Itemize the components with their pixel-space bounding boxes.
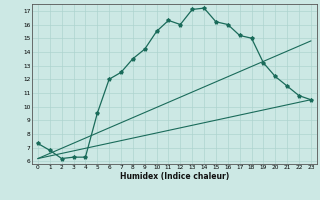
X-axis label: Humidex (Indice chaleur): Humidex (Indice chaleur) (120, 172, 229, 181)
